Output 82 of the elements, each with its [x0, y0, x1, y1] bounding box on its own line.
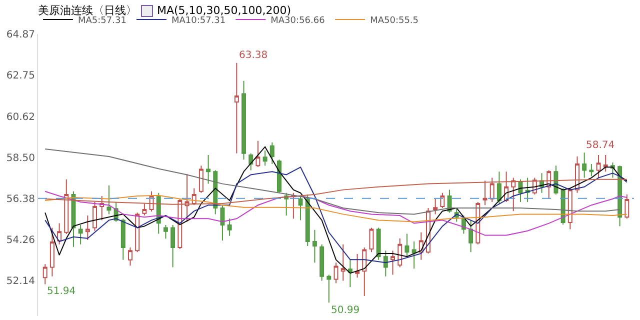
y-tick-label: 62.75	[6, 70, 35, 82]
candlestick	[624, 194, 630, 220]
candlestick	[398, 238, 402, 268]
candlestick	[298, 196, 303, 221]
candlestick	[42, 264, 48, 285]
candlestick	[262, 150, 268, 166]
annotation: 50.99	[331, 305, 360, 316]
candlestick	[362, 246, 367, 297]
y-tick-label: 58.50	[6, 152, 35, 164]
candlestick	[170, 224, 176, 268]
candlestick	[50, 227, 54, 277]
candlestick	[490, 177, 494, 202]
candlestick	[270, 142, 274, 165]
candlestick	[128, 246, 132, 266]
candlestick	[64, 178, 69, 234]
candlestick	[256, 140, 260, 168]
candlestick	[340, 244, 346, 282]
candlestick	[92, 202, 97, 232]
candlestick	[511, 177, 516, 212]
candlestick	[383, 250, 388, 277]
candlestick	[106, 184, 112, 215]
line-series	[44, 166, 628, 264]
candlestick	[198, 165, 204, 194]
candlestick	[334, 262, 338, 284]
candlestick	[305, 194, 310, 246]
candlestick	[433, 198, 438, 215]
annotation: 63.38	[239, 50, 268, 61]
candlestick	[390, 250, 395, 276]
candlestick	[412, 240, 416, 270]
annotation: 58.74	[586, 140, 615, 151]
candlestick	[184, 174, 190, 222]
candlestick	[100, 196, 104, 221]
y-tick-label: 54.26	[6, 234, 35, 246]
candlestick	[120, 218, 126, 260]
legend-label: MA10:57.31	[171, 16, 226, 26]
candlestick	[582, 152, 587, 178]
candlestick	[404, 233, 410, 258]
candlestick	[57, 222, 62, 245]
line-series	[44, 178, 628, 205]
line-series	[44, 194, 628, 222]
candlestick	[248, 152, 254, 171]
candlestick	[78, 224, 83, 245]
candlestick	[71, 190, 76, 248]
candlestick	[355, 254, 360, 278]
y-tick-label: 64.87	[6, 30, 35, 40]
candlestick	[135, 212, 140, 253]
y-tick-label: 60.62	[6, 112, 35, 123]
candlestick	[369, 227, 374, 253]
chart-title: 美原油连续〈日线〉	[38, 3, 137, 17]
line-series	[44, 190, 628, 236]
legend-label: MA50:55.5	[370, 16, 419, 26]
candlestick	[234, 62, 239, 154]
candlestick	[596, 154, 601, 178]
candlestick	[326, 274, 332, 304]
candlestick	[518, 178, 523, 202]
line-series	[44, 148, 620, 215]
annotation: 51.94	[47, 286, 76, 297]
candlestick	[291, 192, 296, 220]
y-tick-label: 56.38	[6, 194, 35, 205]
candlestick	[320, 244, 324, 282]
candlestick	[277, 159, 282, 194]
candlestick	[603, 154, 608, 172]
candlestick	[482, 180, 488, 206]
candlestick	[496, 171, 502, 204]
candlestick	[348, 259, 352, 288]
candlestick	[440, 192, 445, 208]
candlestick	[142, 203, 147, 216]
candlestick	[468, 220, 474, 253]
candlestick	[206, 154, 211, 184]
candlestick	[85, 215, 90, 240]
legend-label: MA5:57.31	[78, 16, 126, 26]
candlestick	[227, 218, 232, 236]
candlestick	[376, 227, 381, 260]
candlestick	[312, 229, 317, 264]
y-tick-label: 52.14	[6, 276, 35, 287]
chart-subtitle: MA(5,10,30,50,100,200)	[157, 4, 292, 17]
legend-label: MA30:56.66	[270, 16, 326, 26]
candlestick	[178, 198, 182, 250]
candlestick	[220, 205, 225, 242]
candlestick	[242, 80, 246, 160]
candlestick	[589, 164, 594, 177]
candlestick	[163, 224, 168, 240]
